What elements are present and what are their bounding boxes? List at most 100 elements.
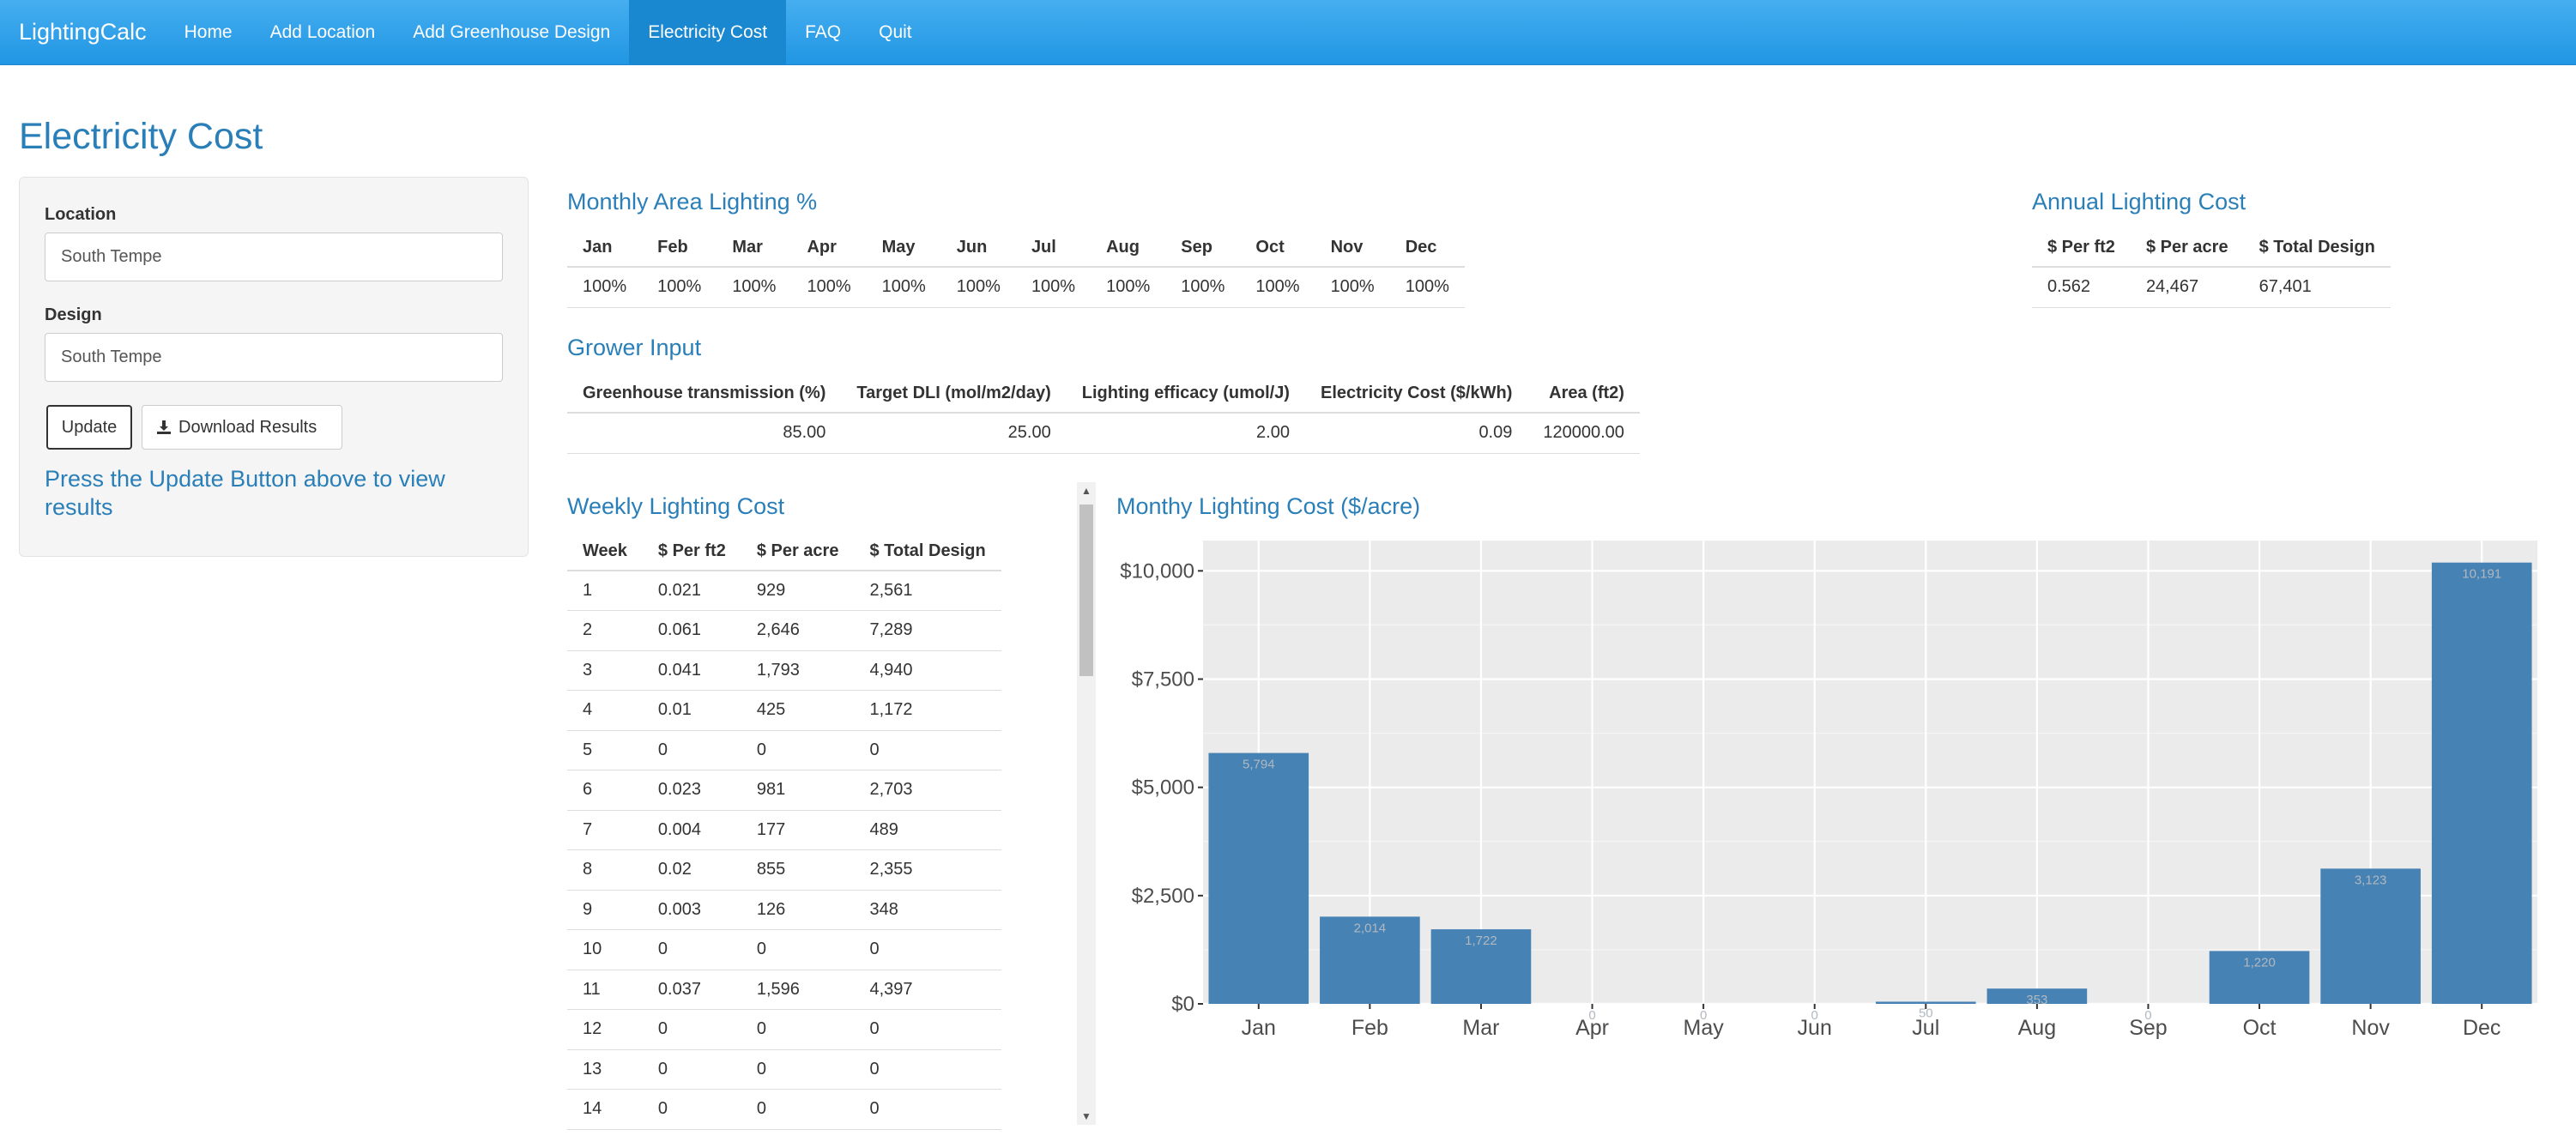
- nav-quit[interactable]: Quit: [879, 21, 912, 42]
- scrollbar-thumb[interactable]: [1079, 505, 1093, 676]
- x-tick-label: Jun: [1798, 1016, 1832, 1040]
- weekly-cell: 13: [567, 1048, 643, 1090]
- monthly-cell: 100%: [1015, 267, 1091, 308]
- monthly-header: Mar: [717, 228, 792, 268]
- monthly-header: Feb: [642, 228, 717, 268]
- download-results-button[interactable]: Download Results: [142, 405, 342, 450]
- weekly-cell: 11: [567, 969, 643, 1010]
- grower-cell: 0.09: [1304, 413, 1528, 454]
- weekly-cell: 0: [741, 1089, 855, 1130]
- bar-data-label: 0: [1700, 1008, 1707, 1023]
- weekly-cell: 0: [854, 929, 1001, 970]
- x-tick-label: Apr: [1575, 1016, 1609, 1040]
- x-tick-label: Aug: [2018, 1016, 2056, 1040]
- table-row: 2 0.061 2,646 7,289: [567, 610, 1001, 650]
- navbar: LightingCalc Home Add Location Add Green…: [0, 0, 2576, 65]
- weekly-cell: 14: [567, 1089, 643, 1130]
- table-row: 9 0.003 126 348: [567, 889, 1001, 930]
- weekly-cell: 929: [756, 581, 786, 600]
- grower-cell: 85.00: [567, 413, 842, 454]
- bar-mar: [1430, 929, 1532, 1004]
- table-row: 3 0.041 1,793 4,940: [567, 650, 1001, 691]
- annual-header: $ Per ft2: [2032, 228, 2131, 268]
- bar-feb: [1320, 916, 1420, 1004]
- weekly-cell: 1,793: [741, 650, 855, 691]
- brand[interactable]: LightingCalc: [19, 19, 147, 45]
- weekly-scrollbar[interactable]: ▲ ▼: [1077, 482, 1096, 1125]
- weekly-cell: 0: [642, 1089, 741, 1130]
- chart-title: Monthy Lighting Cost ($/acre): [1116, 493, 1421, 519]
- scroll-down-icon[interactable]: ▼: [1081, 1110, 1091, 1122]
- monthly-cell: 100%: [1165, 267, 1241, 308]
- weekly-cell: 9: [567, 889, 643, 930]
- x-tick-label: Sep: [2129, 1016, 2167, 1040]
- weekly-header: $ Per ft2: [642, 532, 741, 571]
- table-row: 85.00 25.00 2.00 0.09 120000.00: [567, 413, 1640, 454]
- weekly-cell: 2,703: [854, 770, 1001, 810]
- annual-header: $ Total Design: [2243, 228, 2391, 268]
- page-title: Electricity Cost: [19, 116, 263, 157]
- weekly-cell: 0.003: [642, 889, 741, 930]
- table-row: 4 0.01 425 1,172: [567, 690, 1001, 730]
- weekly-cell: 177: [741, 809, 855, 850]
- update-hint: Press the Update Button above to view re…: [45, 466, 445, 520]
- bar-jan: [1208, 752, 1309, 1004]
- bar-data-label: 1,220: [2243, 955, 2276, 970]
- nav-electricity-cost[interactable]: Electricity Cost: [629, 0, 787, 64]
- table-row: 11 0.037 1,596 4,397: [567, 969, 1001, 1010]
- weekly-cell: 3: [567, 650, 643, 691]
- bar-data-label: 3,123: [2355, 873, 2387, 887]
- scroll-up-icon[interactable]: ▲: [1081, 485, 1091, 497]
- weekly-cell: 0.037: [642, 969, 741, 1010]
- bar-data-label: 1,722: [1465, 934, 1497, 948]
- weekly-cell: 0.021: [657, 581, 701, 600]
- bar-aug: [1986, 988, 2088, 1004]
- bar-nov: [2320, 868, 2421, 1004]
- monthly-header: Nov: [1315, 228, 1390, 268]
- nav-add-location[interactable]: Add Location: [269, 21, 376, 42]
- monthly-cell: 100%: [567, 267, 643, 308]
- weekly-header: Week: [567, 532, 643, 571]
- annual-cell: 24,467: [2130, 267, 2244, 308]
- monthly-header: May: [866, 228, 941, 268]
- annual-cost-table: $ Per ft2 $ Per acre $ Total Design 0.562 2…: [2032, 228, 2391, 308]
- location-label: Location: [45, 205, 117, 224]
- weekly-cell: 6: [567, 770, 643, 810]
- bar-data-label: 5,794: [1243, 758, 1275, 772]
- weekly-cell: 8: [567, 849, 643, 890]
- grower-input-table: Greenhouse transmission (%) Target DLI (m…: [567, 374, 1640, 454]
- update-button[interactable]: Update: [46, 405, 132, 450]
- table-row: 10 0 0 0: [567, 929, 1001, 970]
- table-row: 0.562 24,467 67,401: [2032, 267, 2391, 308]
- weekly-cell: 0.023: [642, 770, 741, 810]
- y-tick-label: $10,000: [1120, 559, 1194, 583]
- weekly-cell: 0: [642, 1009, 741, 1049]
- monthly-area-title: Monthly Area Lighting %: [567, 189, 818, 215]
- nav-faq[interactable]: FAQ: [805, 21, 842, 42]
- weekly-cell: 1: [583, 581, 593, 600]
- nav-home[interactable]: Home: [184, 21, 233, 42]
- bar-data-label: 50: [1919, 1006, 1933, 1020]
- location-select[interactable]: South Tempe: [45, 233, 503, 281]
- bar-data-label: 0: [1811, 1008, 1818, 1023]
- weekly-cell: 10: [567, 929, 643, 970]
- monthly-cell: 100%: [1091, 267, 1166, 308]
- sidebar-panel: Location South Tempe Design South Tempe …: [19, 177, 529, 557]
- table-row: 8 0.02 855 2,355: [567, 849, 1001, 890]
- weekly-cell: 489: [854, 809, 1001, 850]
- nav-add-greenhouse-design[interactable]: Add Greenhouse Design: [413, 21, 611, 42]
- weekly-cell: 2: [567, 610, 643, 650]
- design-label: Design: [45, 305, 102, 324]
- design-select[interactable]: South Tempe: [45, 333, 503, 382]
- weekly-cell: 7: [567, 809, 643, 850]
- x-tick-label: Oct: [2243, 1016, 2277, 1040]
- grower-header: Lighting efficacy (umol/J): [1066, 374, 1305, 414]
- weekly-cell: 0: [854, 729, 1001, 770]
- grower-header: Electricity Cost ($/kWh): [1304, 374, 1528, 414]
- annual-cell: 0.562: [2032, 267, 2131, 308]
- plot-panel: [1203, 541, 2537, 1004]
- weekly-cell: 0: [854, 1048, 1001, 1090]
- x-tick-label: Mar: [1462, 1016, 1499, 1040]
